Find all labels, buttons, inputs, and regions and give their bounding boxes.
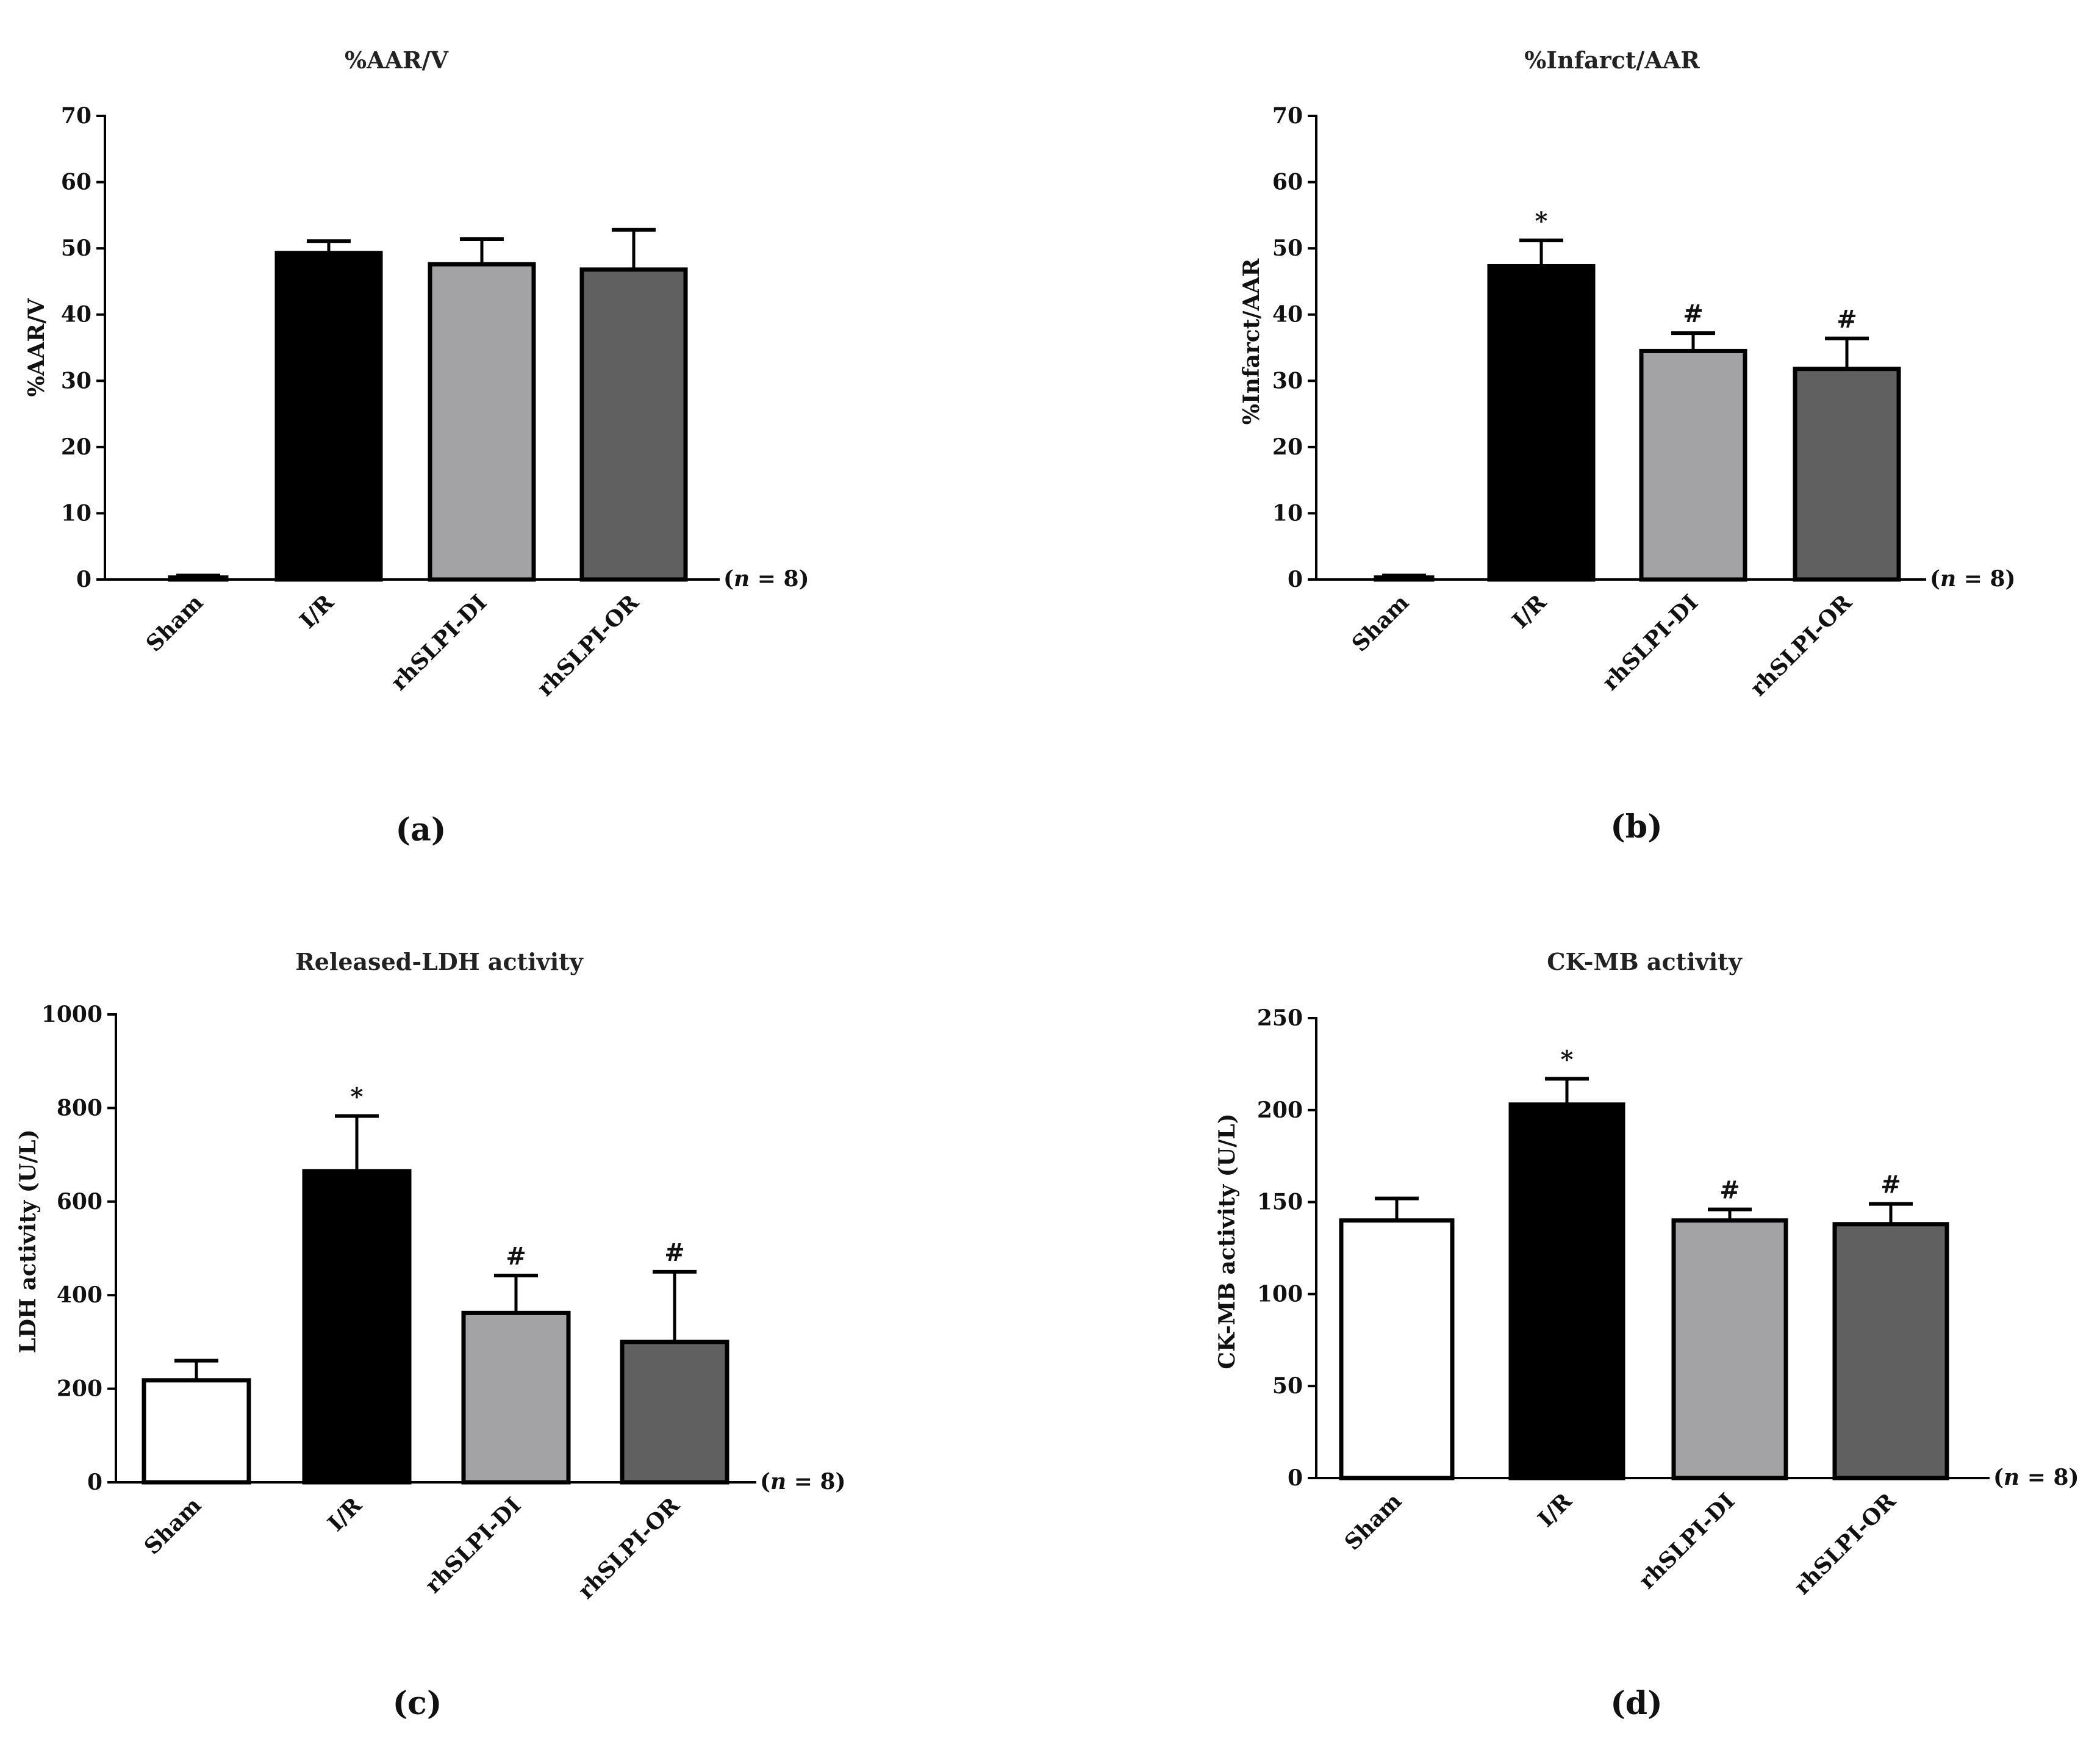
significance-mark: # [664, 1238, 685, 1267]
chart-panel-d: CK-MB activity CK-MB activity (U/L) 0 50 100… [1214, 948, 2079, 1722]
chart-title: CK-MB activity [1547, 948, 1743, 975]
n-label: (n = 8) [1930, 566, 2016, 592]
bar-rhslpi-or [1832, 1222, 1949, 1480]
bar-rhslpi-or [620, 1340, 729, 1485]
bar-i-r [1508, 1102, 1625, 1480]
bar-rhslpi-di [1639, 348, 1747, 582]
y-tick-label: 60 [1272, 170, 1303, 195]
y-axis-label: LDH activity (U/L) [15, 1129, 41, 1353]
chart-panel-b: %Infarct/AAR %Infarct/AAR 0 10 20 30 40 50 60 70 (… [1239, 46, 2016, 845]
y-tick-label: 0 [1288, 1465, 1303, 1491]
y-tick-label: 20 [1272, 434, 1303, 460]
category-label: rhSLPI-DI [1634, 1488, 1740, 1595]
category-label: I/R [323, 1492, 367, 1537]
chart-panel-a: %AAR/V %AAR/V 0 10 20 30 40 50 60 70 (n = 8) Sham I/… [24, 46, 809, 849]
y-tick-label: 200 [57, 1376, 102, 1402]
y-tick-label: 10 [61, 500, 91, 526]
category-label: rhSLPI-DI [386, 590, 492, 696]
y-tick-label: 400 [57, 1282, 102, 1308]
y-tick-label: 70 [1272, 103, 1303, 129]
y-tick-label: 100 [1257, 1281, 1303, 1307]
bar-i-r [274, 251, 383, 582]
bar-rhslpi-di [1671, 1218, 1788, 1480]
category-label: I/R [1533, 1488, 1577, 1532]
bar-rhslpi-di [428, 262, 536, 582]
y-tick-label: 70 [61, 103, 91, 129]
significance-mark: # [1683, 300, 1704, 328]
significance-mark: # [506, 1242, 526, 1271]
y-tick-label: 0 [76, 567, 91, 592]
n-label: (n = 8) [760, 1469, 846, 1495]
bar-rhslpi-di [461, 1310, 571, 1485]
bar-sham [1339, 1218, 1455, 1480]
y-tick-label: 50 [1272, 235, 1303, 261]
bar-rhslpi-or [1793, 367, 1901, 582]
y-tick-label: 20 [61, 434, 91, 460]
y-tick-label: 50 [1272, 1373, 1303, 1399]
category-label: Sham [1347, 590, 1414, 657]
y-axis-label: CK-MB activity (U/L) [1214, 1113, 1240, 1369]
y-tick-label: 60 [61, 170, 91, 195]
category-label: rhSLPI-OR [573, 1492, 686, 1604]
category-label: rhSLPI-DI [1597, 590, 1704, 696]
y-tick-label: 50 [61, 235, 91, 261]
panel-label: (b) [1610, 808, 1663, 845]
category-label: Sham [1339, 1488, 1407, 1556]
significance-mark: # [1719, 1176, 1740, 1205]
panel-label: (a) [396, 811, 446, 849]
significance-mark: * [351, 1082, 364, 1111]
category-label: rhSLPI-OR [1790, 1488, 1902, 1600]
significance-mark: * [1535, 207, 1548, 235]
y-axis-label: %Infarct/AAR [1239, 258, 1264, 425]
bar-rhslpi-or [579, 267, 688, 582]
n-label: (n = 8) [1993, 1465, 2079, 1490]
y-axis-label: %AAR/V [24, 298, 49, 397]
y-tick-label: 10 [1272, 500, 1303, 526]
significance-mark: # [1837, 305, 1857, 334]
y-tick-label: 40 [61, 302, 91, 328]
category-label: I/R [1507, 589, 1552, 634]
chart-title: Released-LDH activity [295, 948, 584, 975]
chart-panel-c: Released-LDH activity LDH activity (U/L) 0… [15, 948, 846, 1722]
y-tick-label: 30 [1272, 368, 1303, 393]
y-tick-label: 30 [61, 368, 91, 393]
y-tick-label: 1000 [41, 1002, 102, 1027]
category-label: I/R [295, 589, 339, 634]
chart-title: %AAR/V [345, 46, 450, 74]
y-tick-label: 0 [1288, 567, 1303, 592]
significance-mark: * [1561, 1046, 1574, 1074]
y-tick-label: 40 [1272, 302, 1303, 328]
y-tick-label: 150 [1257, 1190, 1303, 1215]
n-label: (n = 8) [723, 566, 809, 592]
y-tick-label: 0 [87, 1469, 102, 1495]
bar-sham [1374, 575, 1435, 582]
y-tick-label: 800 [57, 1095, 102, 1121]
y-tick-label: 600 [57, 1189, 102, 1215]
category-label: rhSLPI-OR [532, 589, 645, 702]
bar-i-r [1487, 264, 1596, 582]
significance-mark: # [1880, 1171, 1901, 1199]
category-label: Sham [139, 1493, 206, 1560]
category-label: rhSLPI-DI [420, 1493, 526, 1599]
chart-title: %Infarct/AAR [1524, 46, 1700, 74]
panel-label: (c) [393, 1685, 442, 1722]
bar-sham [142, 1378, 251, 1485]
bar-sham [168, 575, 229, 582]
y-tick-label: 200 [1257, 1097, 1303, 1123]
category-label: Sham [141, 590, 208, 657]
category-label: rhSLPI-OR [1746, 589, 1858, 702]
y-tick-label: 250 [1257, 1005, 1303, 1031]
panel-label: (d) [1610, 1685, 1663, 1722]
bar-i-r [302, 1169, 412, 1485]
